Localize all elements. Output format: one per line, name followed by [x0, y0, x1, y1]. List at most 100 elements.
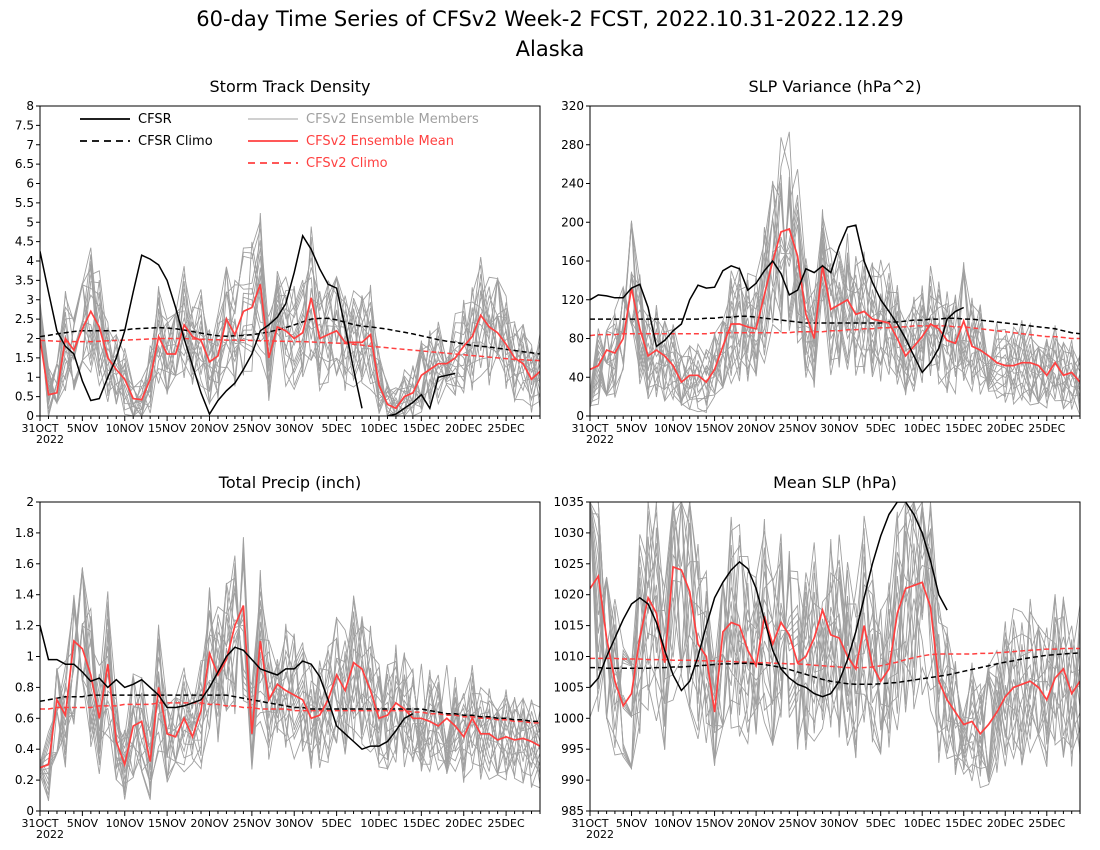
- series-line-cfsr: [387, 372, 456, 416]
- y-tick-label: 1015: [553, 619, 584, 633]
- x-tick-label: 30NOV: [275, 422, 314, 435]
- y-tick-label: 8: [26, 99, 34, 113]
- y-tick-label: 0: [26, 409, 34, 423]
- x-tick-label: 5NOV: [67, 817, 99, 830]
- panels: Storm Track Density 0 0.5 1 1.5 2 2.5 3 3.5 4 4.5 5…: [15, 77, 1081, 841]
- y-tick-label: 1: [26, 650, 34, 664]
- x-tick-label: 25NOV: [779, 817, 818, 830]
- legend-item: CFSv2 Ensemble Members: [248, 112, 479, 127]
- y-tick-label: 2: [26, 332, 34, 346]
- x-tick-label: 10DEC: [904, 817, 941, 830]
- series-line-cfsv2-ensemble-mean: [40, 284, 540, 410]
- ensemble-member-line: [40, 220, 540, 416]
- x-tick-label-year: 2022: [586, 433, 614, 446]
- y-tick-label: 160: [561, 254, 584, 268]
- x-tick-label: 20DEC: [987, 422, 1024, 435]
- figure-title: 60-day Time Series of CFSv2 Week-2 FCST,…: [196, 7, 903, 31]
- series-line-cfsv2-climo: [40, 702, 540, 724]
- figure-subtitle: Alaska: [516, 37, 585, 61]
- ensemble-member-line: [590, 131, 1080, 407]
- ensemble-member-line: [40, 226, 540, 416]
- y-tick-label: 4.5: [15, 235, 34, 249]
- y-tick-label: 7.5: [15, 118, 34, 132]
- series-group-storm-track: [40, 233, 540, 416]
- ensemble-member-line: [590, 182, 1080, 403]
- series-line-cfsr-climo: [40, 317, 540, 355]
- ensemble-member-line: [40, 549, 540, 781]
- ensemble-member-line: [40, 265, 540, 416]
- panel-mean-slp: Mean SLP (hPa) 985 990 995 1000 1005 1010 1015 1…: [553, 473, 1081, 841]
- panel-total-precip: Total Precip (inch) 0 0.2 0.4 0.6 0.8 1 1.2 1.4 1…: [15, 473, 541, 841]
- y-tick-label: 40: [569, 370, 584, 384]
- y-tick-label: 200: [561, 215, 584, 229]
- series-line-cfsr: [590, 224, 965, 374]
- series-line-cfsr-climo: [590, 652, 1080, 686]
- ensemble-members-storm-track: [40, 212, 540, 416]
- x-tick-label: 10DEC: [360, 817, 397, 830]
- x-tick-label: 20DEC: [445, 817, 482, 830]
- x-tick-label: 15NOV: [695, 422, 734, 435]
- y-tick-label: 1.8: [15, 526, 34, 540]
- y-tick-label: 6: [26, 177, 34, 191]
- panel-storm-track: Storm Track Density 0 0.5 1 1.5 2 2.5 3 3.5 4 4.5 5…: [15, 77, 541, 446]
- x-tick-label: 25DEC: [1028, 422, 1065, 435]
- ensemble-member-line: [590, 174, 1080, 414]
- series-line-cfsv2-climo: [590, 647, 1080, 669]
- y-tick-label: 0.4: [15, 742, 34, 756]
- ensemble-member-line: [590, 502, 1080, 771]
- legend-label: CFSR Climo: [138, 134, 213, 149]
- x-tick-label: 5DEC: [866, 817, 896, 830]
- legend: CFSR CFSR Climo CFSv2 Ensemble Members CFSv…: [80, 112, 479, 171]
- ensemble-member-line: [40, 570, 540, 781]
- x-tick-label-year: 2022: [586, 828, 614, 841]
- x-tick-label: 20NOV: [737, 422, 776, 435]
- ensemble-member-line: [590, 202, 1080, 404]
- x-tick-label: 15DEC: [945, 422, 982, 435]
- ensemble-members-mean-slp: [590, 502, 1080, 789]
- y-tick-label: 3: [26, 293, 34, 307]
- x-tick-label: 10NOV: [654, 817, 693, 830]
- y-tick-label: 0.2: [15, 773, 34, 787]
- x-tick-label: 25DEC: [488, 422, 525, 435]
- x-tick-label: 15NOV: [148, 817, 187, 830]
- ensemble-member-line: [590, 180, 1080, 405]
- y-tick-label: 2: [26, 495, 34, 509]
- x-tick-label: 10NOV: [106, 422, 145, 435]
- y-tick-label: 1025: [553, 557, 584, 571]
- y-tick-label: 6.5: [15, 157, 34, 171]
- ensemble-member-line: [590, 176, 1080, 404]
- x-tick-label: 5NOV: [67, 422, 99, 435]
- y-tick-label: 2.5: [15, 312, 34, 326]
- legend-item: CFSv2 Climo: [248, 156, 388, 171]
- ensemble-member-line: [40, 278, 540, 416]
- y-tick-label: 1.5: [15, 351, 34, 365]
- x-tick-label: 10DEC: [904, 422, 941, 435]
- series-line-cfsr: [40, 625, 414, 751]
- y-tick-label: 80: [569, 332, 584, 346]
- y-tick-label: 995: [561, 742, 584, 756]
- series-line-cfsv2-climo: [590, 325, 1080, 340]
- legend-item: CFSR Climo: [80, 134, 213, 149]
- y-tick-label: 0: [576, 409, 584, 423]
- ensemble-member-line: [590, 217, 1080, 403]
- series-line-cfsv2-climo: [40, 337, 540, 362]
- series-line-cfsv2-ensemble-mean: [590, 565, 1080, 736]
- x-tick-label: 25NOV: [779, 422, 818, 435]
- x-tick-label: 25DEC: [1028, 817, 1065, 830]
- legend-item: CFSR: [80, 112, 172, 127]
- x-tick-label: 25DEC: [488, 817, 525, 830]
- ensemble-member-line: [590, 502, 1080, 775]
- y-tick-label: 0.5: [15, 390, 34, 404]
- ensemble-member-line: [40, 240, 540, 416]
- panel-title-mean-slp: Mean SLP (hPa): [773, 473, 897, 492]
- y-tick-label: 0: [26, 804, 34, 818]
- x-tick-label: 5NOV: [616, 422, 648, 435]
- panel-title-storm-track: Storm Track Density: [210, 77, 371, 96]
- y-tick-label: 985: [561, 804, 584, 818]
- y-tick-label: 120: [561, 293, 584, 307]
- x-tick-label: 30NOV: [820, 422, 859, 435]
- series-line-cfsr: [40, 233, 363, 416]
- ensemble-member-line: [590, 502, 1080, 773]
- x-tick-label-first: 31OCT: [21, 817, 58, 830]
- ensemble-member-line: [590, 137, 1080, 406]
